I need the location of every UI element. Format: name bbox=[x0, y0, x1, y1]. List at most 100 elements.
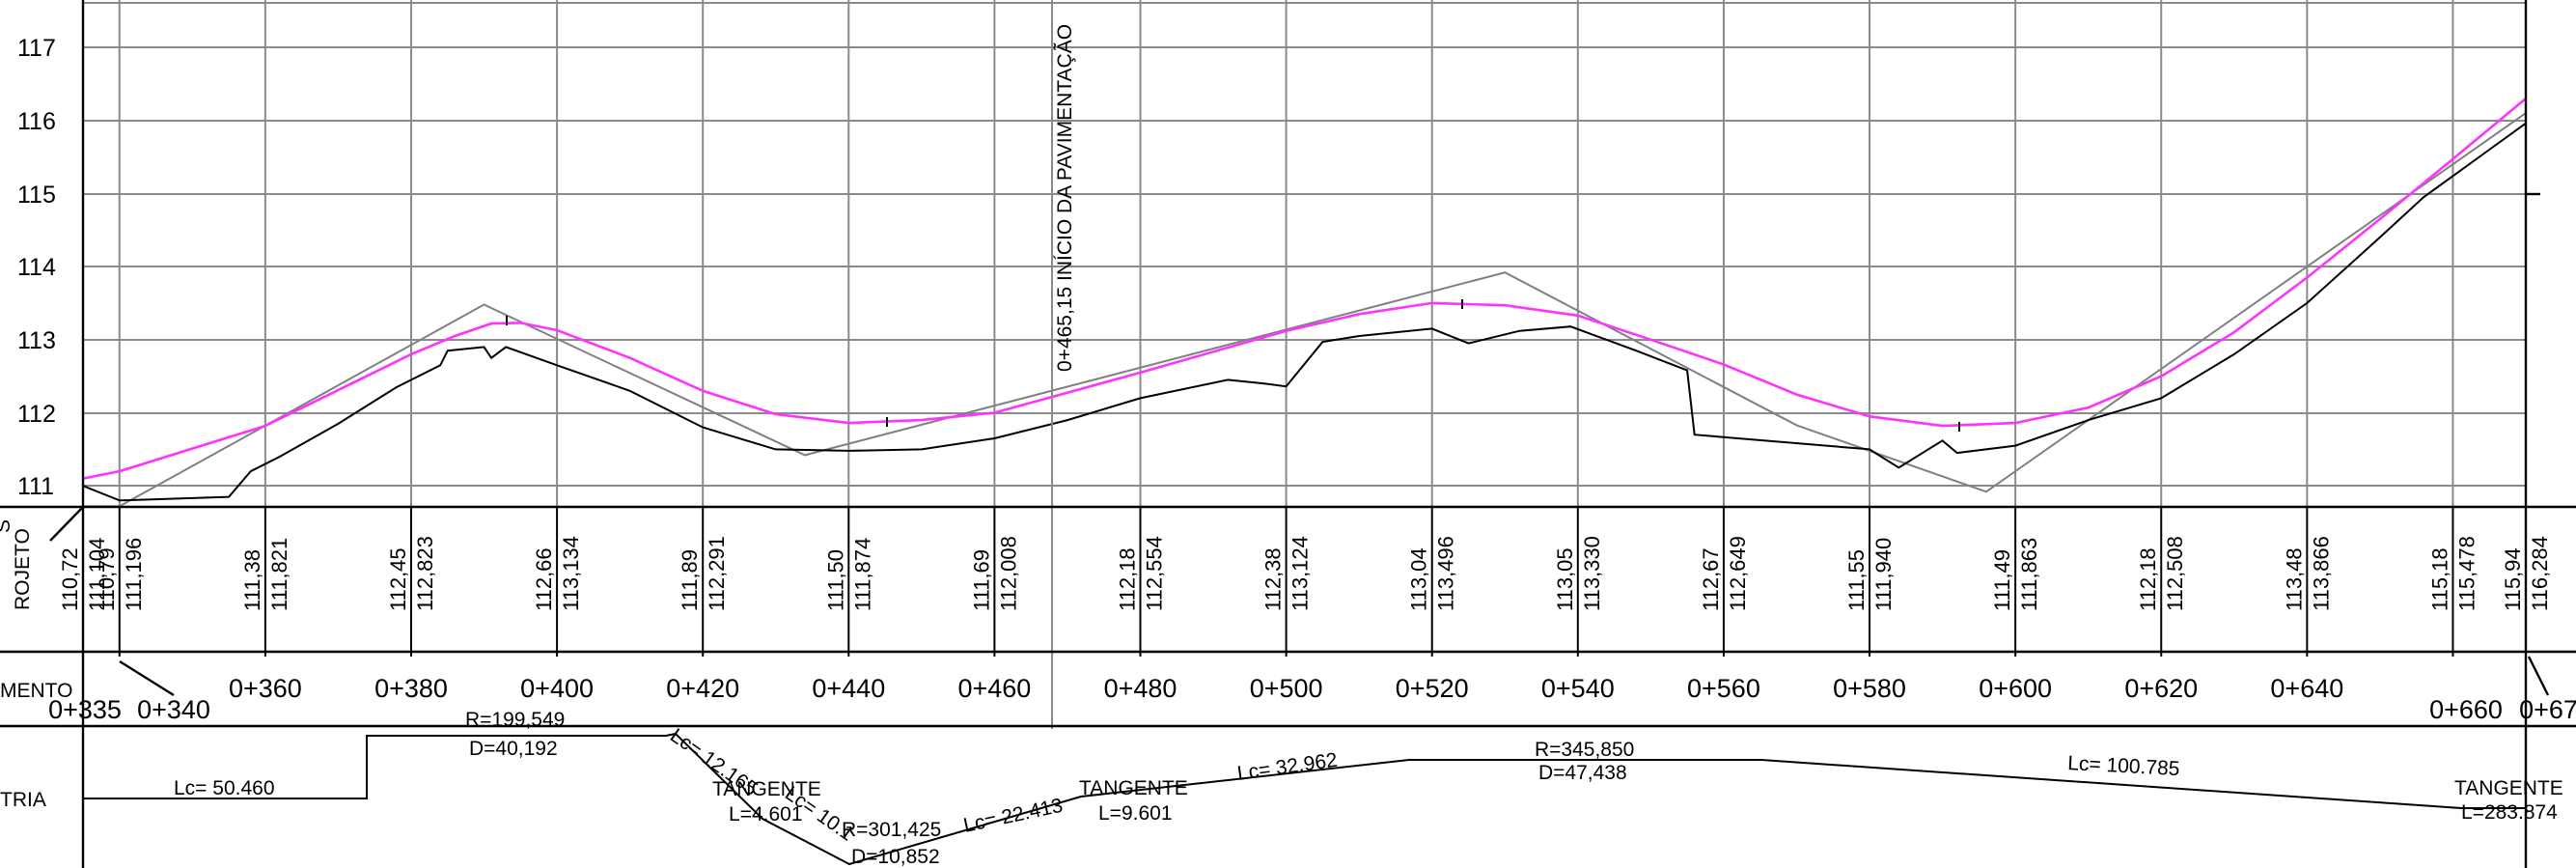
terrain-elevation-value: 111,55 bbox=[1844, 549, 1869, 611]
y-tick-label: 111 bbox=[17, 473, 54, 500]
design-elevation-value: 115,478 bbox=[2454, 536, 2479, 611]
lc-4: Lc= 32.962 bbox=[1235, 749, 1339, 785]
curve2-radius: R=301,425 bbox=[842, 819, 941, 841]
y-tick-label: 114 bbox=[17, 254, 56, 281]
station-label: 0+520 bbox=[1396, 674, 1469, 703]
terrain-elevation-value: 111,89 bbox=[678, 549, 702, 611]
tangent-polygon-line bbox=[83, 112, 2527, 508]
design-elevation-value: 111,821 bbox=[267, 538, 291, 611]
station-label: 0+600 bbox=[1979, 674, 2052, 703]
lc-5: Lc= 100.785 bbox=[2067, 752, 2180, 780]
design-elevation-value: 113,330 bbox=[1580, 536, 1604, 611]
leader-340 bbox=[119, 659, 175, 697]
y-tick-label: 116 bbox=[17, 108, 56, 135]
design-elevation-value: 112,823 bbox=[413, 536, 437, 611]
terrain-elevation-value: 112,38 bbox=[1261, 547, 1286, 611]
profile-grid bbox=[83, 2, 2526, 487]
y-axis: 117 116 115 114 113 112 111 bbox=[17, 35, 56, 500]
station-gridlines bbox=[118, 0, 2454, 507]
terrain-elevation-value: 111,49 bbox=[1990, 549, 2014, 611]
y-tick-label: 112 bbox=[17, 401, 56, 428]
station-label: 0+540 bbox=[1541, 674, 1615, 703]
terrain-elevation-value: 112,18 bbox=[2136, 547, 2160, 611]
terrain-elevation-value: 111,38 bbox=[240, 549, 264, 611]
station-label: 0+480 bbox=[1104, 674, 1177, 703]
station-label: 0+560 bbox=[1687, 674, 1760, 703]
terrain-elevation-value: 113,48 bbox=[2282, 547, 2306, 611]
paving-start-label: 0+465,15 INÍCIO DA PAVIMENTAÇÃO bbox=[1053, 24, 1076, 372]
curve3-radius: R=345,850 bbox=[1535, 739, 1634, 761]
terrain-elevation-value: 112,67 bbox=[1699, 547, 1723, 611]
y-tick-label: 115 bbox=[17, 182, 56, 209]
tangent2-length: L=9.601 bbox=[1098, 802, 1173, 825]
row-label-elevations-a: S bbox=[0, 519, 14, 533]
row-label-geometry: TRIA bbox=[0, 789, 46, 811]
terrain-elevation-value: 110,79 bbox=[95, 547, 119, 611]
station-label: 0+640 bbox=[2270, 674, 2343, 703]
leader-left bbox=[49, 506, 84, 542]
station-label: 0+670 bbox=[2519, 695, 2576, 724]
design-elevation-value: 116,284 bbox=[2528, 536, 2552, 611]
design-elevation-value: 112,008 bbox=[996, 536, 1020, 611]
lc-start: Lc= 50.460 bbox=[174, 777, 275, 799]
curve-vertex-markers bbox=[506, 299, 1960, 432]
terrain-elevation-value: 112,18 bbox=[1116, 547, 1140, 611]
terrain-elevation-value: 115,94 bbox=[2501, 547, 2525, 611]
tangent1-length: L=4.601 bbox=[729, 803, 803, 826]
design-elevation-value: 111,863 bbox=[2017, 538, 2041, 611]
station-label: 0+620 bbox=[2124, 674, 2198, 703]
terrain-elevation-value: 112,45 bbox=[386, 547, 410, 611]
terrain-line bbox=[82, 122, 2527, 502]
tangent3-length: L=283.874 bbox=[2461, 801, 2558, 824]
design-elevation-value: 113,866 bbox=[2309, 536, 2333, 611]
curve1-deflection: D=40,192 bbox=[469, 738, 558, 760]
design-elevation-value: 113,134 bbox=[559, 536, 583, 611]
y-tick-label: 113 bbox=[17, 327, 56, 354]
geometry-line bbox=[83, 732, 2526, 866]
station-label: 0+380 bbox=[374, 674, 448, 703]
terrain-elevation-value: 113,05 bbox=[1553, 547, 1577, 611]
station-labels: 0+335 0+340 0+360 0+380 0+400 0+420 0+440 0+460… bbox=[48, 674, 2576, 724]
horizontal-geometry-diagram: Lc= 50.460 R=199,549 D=40,192 Lc= 12.165… bbox=[83, 709, 2563, 868]
design-elevation-value: 113,496 bbox=[1434, 536, 1458, 611]
station-label: 0+335 bbox=[48, 695, 122, 724]
design-elevation-value: 112,554 bbox=[1143, 536, 1167, 611]
station-label: 0+500 bbox=[1250, 674, 1323, 703]
design-elevation-value: 112,649 bbox=[1726, 536, 1750, 611]
station-label: 0+440 bbox=[812, 674, 885, 703]
terrain-elevation-value: 113,04 bbox=[1407, 547, 1431, 611]
leader-670 bbox=[2527, 656, 2550, 696]
lc-3: Lc= 22.413 bbox=[961, 795, 1065, 837]
design-elevation-value: 111,940 bbox=[1871, 538, 1896, 611]
design-elevation-value: 111,196 bbox=[122, 538, 146, 611]
design-grade-line bbox=[82, 98, 2527, 480]
tangent2-label: TANGENTE bbox=[1079, 777, 1188, 799]
design-elevation-value: 111,874 bbox=[850, 538, 874, 611]
tangent3-label: TANGENTE bbox=[2454, 777, 2563, 799]
terrain-elevation-value: 110,72 bbox=[58, 547, 82, 611]
row-label-elevations-b: ROJETO bbox=[12, 528, 34, 610]
design-elevation-value: 113,124 bbox=[1288, 536, 1313, 611]
terrain-elevation-value: 111,69 bbox=[969, 549, 993, 611]
design-elevation-value: 112,291 bbox=[705, 536, 729, 611]
y-tick-label: 117 bbox=[17, 35, 56, 62]
terrain-elevation-value: 111,50 bbox=[823, 549, 847, 611]
station-label: 0+660 bbox=[2429, 695, 2503, 724]
station-label: 0+360 bbox=[229, 674, 302, 703]
station-label: 0+460 bbox=[957, 674, 1031, 703]
station-label: 0+580 bbox=[1833, 674, 1906, 703]
curve2-deflection: D=10,852 bbox=[851, 846, 940, 868]
row-label-stationing: MENTO bbox=[0, 680, 72, 702]
station-label: 0+340 bbox=[137, 695, 210, 724]
design-elevation-value: 111,104 bbox=[85, 538, 109, 611]
station-label: 0+420 bbox=[666, 674, 739, 703]
terrain-elevation-value: 112,66 bbox=[532, 547, 556, 611]
station-label: 0+400 bbox=[520, 674, 594, 703]
terrain-elevation-value: 115,18 bbox=[2427, 547, 2451, 611]
design-elevation-value: 112,508 bbox=[2163, 536, 2187, 611]
curve1-radius: R=199,549 bbox=[465, 709, 565, 731]
curve3-deflection: D=47,438 bbox=[1538, 762, 1627, 784]
